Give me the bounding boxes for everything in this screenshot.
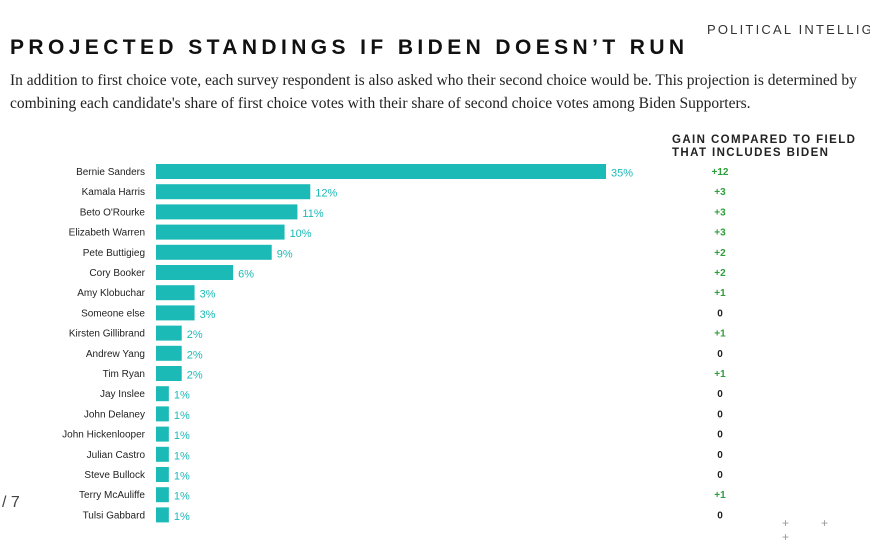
value-label: 1% (174, 511, 190, 523)
chart-subtitle: In addition to first choice vote, each s… (10, 72, 857, 112)
category-label: Terry McAuliffe (79, 490, 145, 501)
bar (156, 487, 169, 503)
plus-mark: + (782, 530, 790, 544)
bar (156, 366, 182, 381)
category-label: John Hickenlooper (62, 430, 145, 441)
bar (156, 285, 195, 301)
value-label: 10% (290, 228, 312, 240)
bar (156, 345, 182, 361)
value-label: 35% (611, 168, 633, 180)
gain-label: 0 (717, 349, 723, 360)
value-label: 1% (174, 430, 190, 442)
gain-label: +2 (714, 268, 726, 279)
gain-label: +3 (714, 187, 726, 198)
value-label: 12% (315, 188, 337, 200)
decorative-plus-marks: + ++ (782, 516, 870, 544)
category-label: Pete Buttigieg (83, 248, 145, 259)
page-number: / 7 (2, 494, 20, 511)
bar (156, 446, 169, 462)
category-label: Bernie Sanders (76, 167, 145, 178)
bar (156, 426, 169, 442)
gain-header-line2: THAT INCLUDES BIDEN (672, 147, 830, 159)
gain-label: 0 (717, 389, 723, 400)
category-label: Steve Bullock (84, 470, 146, 481)
value-label: 2% (187, 329, 203, 341)
gain-label: +3 (714, 228, 726, 239)
value-label: 1% (174, 491, 190, 503)
category-label: Kamala Harris (82, 187, 145, 198)
bar (156, 406, 169, 422)
gain-label: +1 (714, 329, 726, 340)
value-label: 3% (200, 289, 216, 301)
value-label: 2% (187, 349, 203, 361)
gain-label: +1 (714, 490, 726, 501)
bar (156, 305, 195, 321)
plus-mark: + (782, 516, 790, 530)
category-label: Beto O'Rourke (80, 207, 146, 218)
gain-label: +2 (714, 248, 726, 259)
value-label: 1% (174, 450, 190, 462)
bar (156, 386, 169, 402)
value-label: 3% (200, 309, 216, 321)
gain-label: +1 (714, 288, 726, 299)
category-label: Andrew Yang (86, 349, 145, 360)
value-label: 2% (187, 370, 203, 382)
gain-label: 0 (717, 308, 723, 319)
chart-title: PROJECTED STANDINGS IF BIDEN DOESN’T RUN (10, 36, 689, 59)
plus-mark: + (821, 516, 829, 530)
bar (156, 244, 272, 260)
category-label: Kirsten Gillibrand (69, 329, 145, 340)
bar (156, 204, 298, 220)
category-label: Tim Ryan (103, 369, 145, 380)
category-label: Tulsi Gabbard (83, 510, 145, 521)
bar (156, 507, 169, 523)
value-label: 1% (174, 390, 190, 402)
category-label: Jay Inslee (100, 389, 145, 400)
gain-label: 0 (717, 430, 723, 441)
category-label: Elizabeth Warren (69, 228, 145, 239)
gain-label: 0 (717, 450, 723, 461)
bar (156, 265, 234, 280)
category-label: John Delaney (84, 409, 145, 420)
bar (156, 164, 606, 179)
bar (156, 467, 169, 482)
category-label: Amy Klobuchar (77, 288, 145, 299)
value-label: 11% (302, 208, 323, 220)
brand-header: POLITICAL INTELLIGE (707, 22, 870, 37)
value-label: 9% (277, 248, 293, 260)
category-label: Someone else (81, 308, 145, 319)
gain-header-line1: GAIN COMPARED TO FIELD (672, 134, 857, 146)
category-label: Cory Booker (89, 268, 145, 279)
gain-label: 0 (717, 470, 723, 481)
gain-label: +12 (712, 167, 729, 178)
bar (156, 224, 285, 240)
gain-label: 0 (717, 510, 723, 521)
value-label: 1% (174, 471, 190, 483)
bar (156, 325, 182, 341)
gain-label: +1 (714, 369, 726, 380)
gain-label: +3 (714, 207, 726, 218)
category-label: Julian Castro (87, 450, 146, 461)
gain-label: 0 (717, 409, 723, 420)
value-label: 1% (174, 410, 190, 422)
gain-column-header: GAIN COMPARED TO FIELD THAT INCLUDES BID… (672, 134, 862, 160)
bar (156, 184, 311, 200)
value-label: 6% (238, 269, 254, 281)
